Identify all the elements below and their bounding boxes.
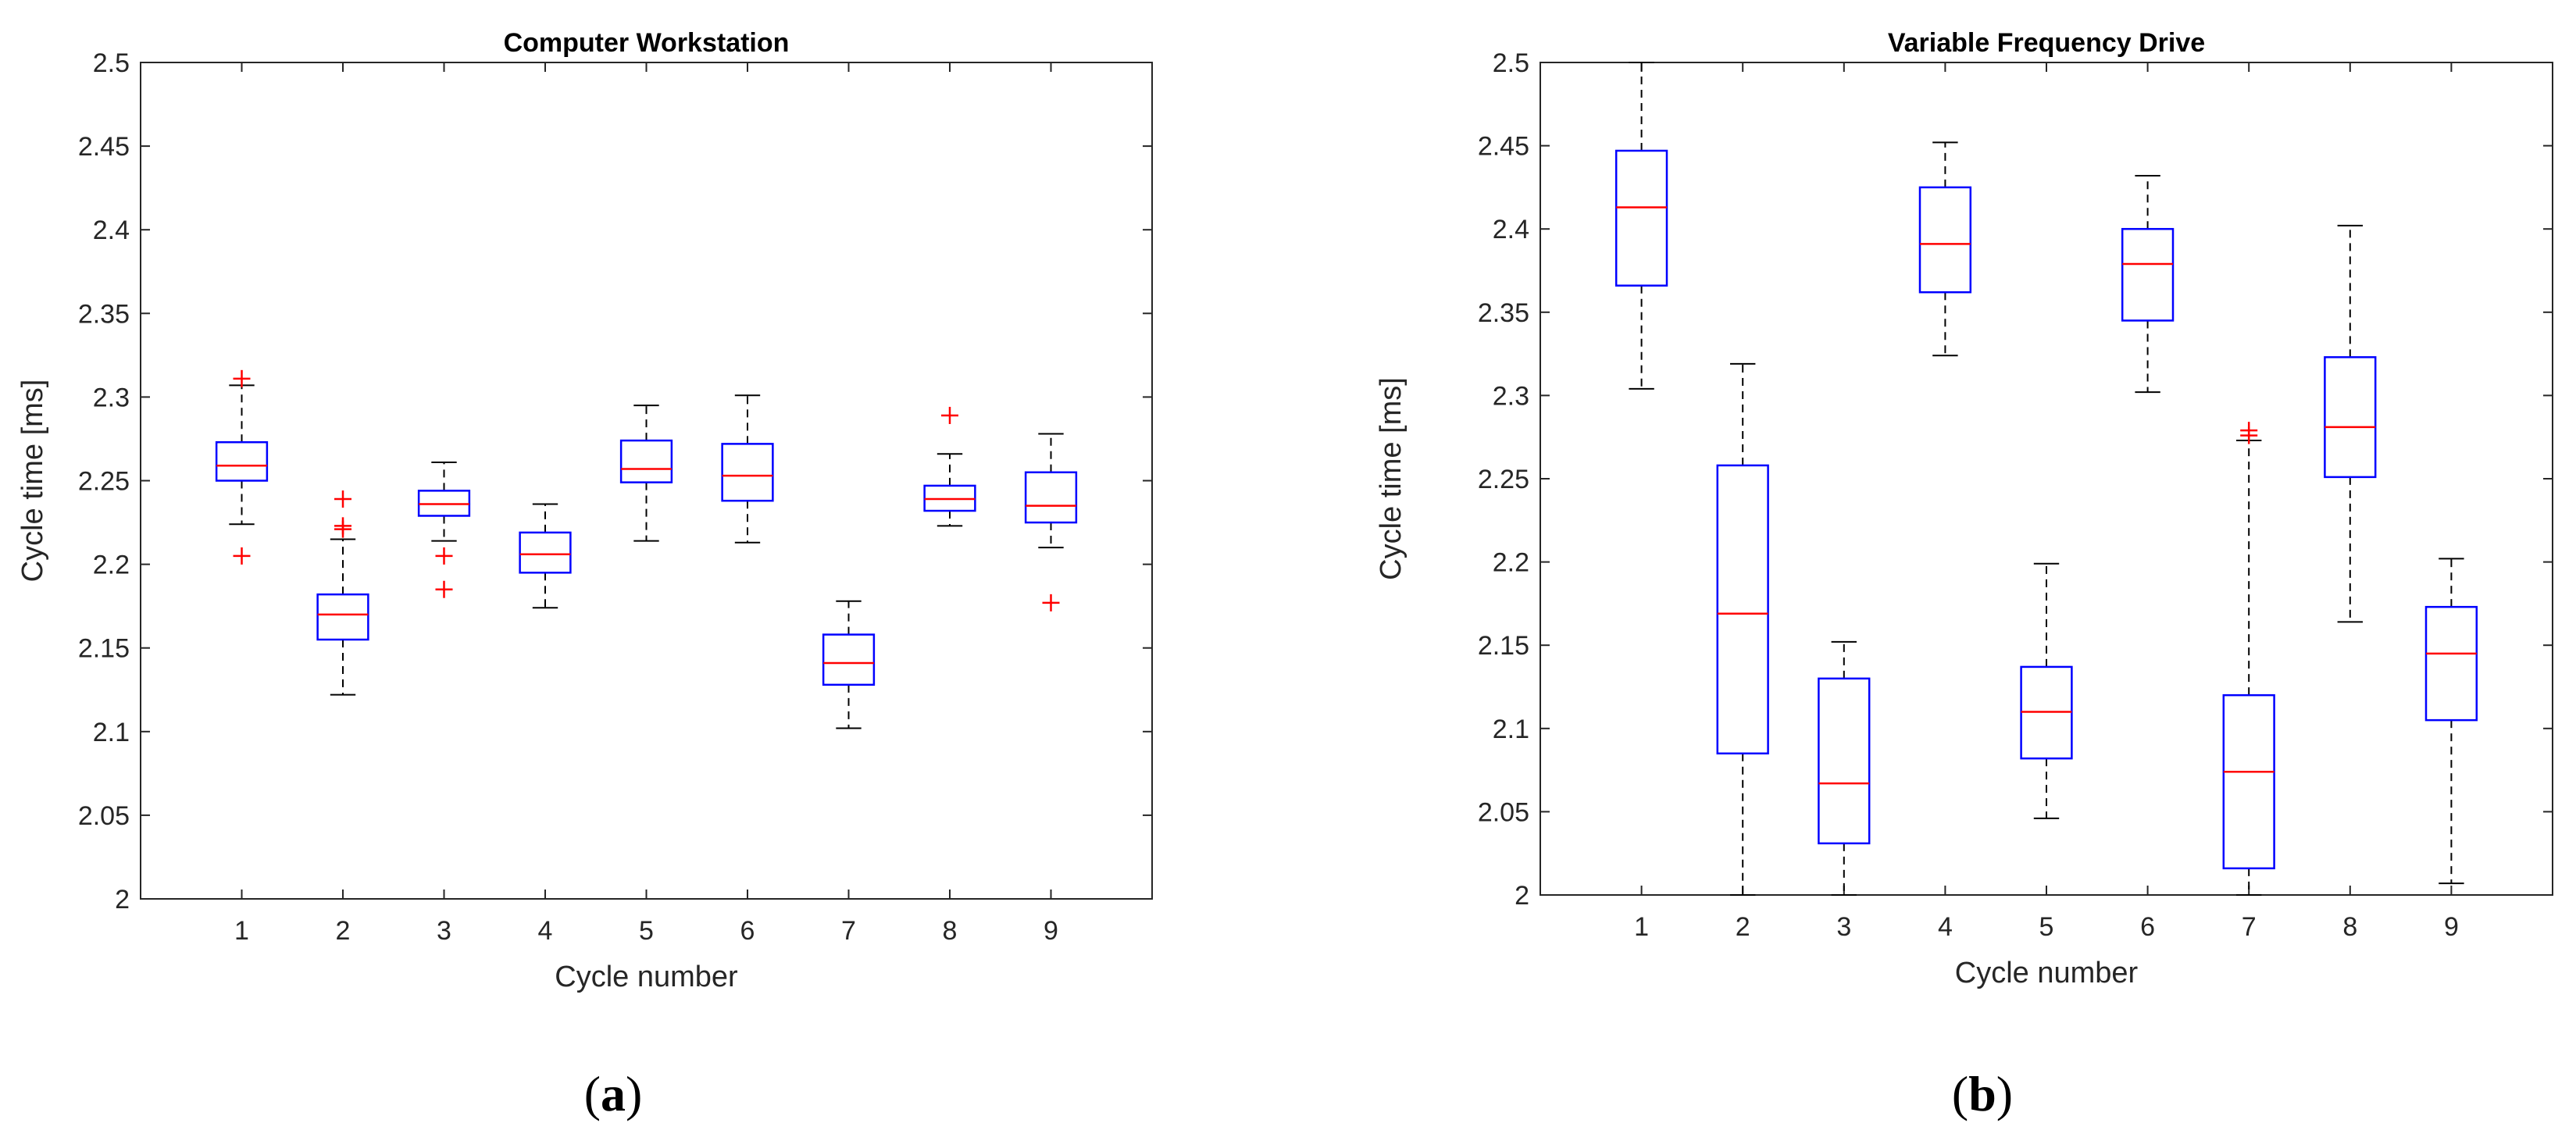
box-iqr bbox=[1918, 186, 1972, 294]
axes-frame bbox=[140, 62, 1153, 900]
box-cycle-9 bbox=[1024, 433, 1078, 611]
outlier-marker bbox=[233, 369, 251, 387]
box-iqr bbox=[2121, 227, 2175, 322]
outlier-marker bbox=[1042, 594, 1060, 611]
x-tick-label: 9 bbox=[1044, 916, 1058, 946]
box-iqr bbox=[215, 440, 269, 482]
y-tick-label: 2 bbox=[1515, 881, 1529, 911]
chart-title: Computer Workstation bbox=[504, 28, 790, 58]
x-tick-label: 6 bbox=[740, 916, 755, 946]
y-axis-label: Cycle time [ms] bbox=[16, 380, 49, 583]
x-tick-label: 2 bbox=[1736, 912, 1750, 942]
y-tick-label: 2.1 bbox=[93, 718, 130, 747]
chart-variable-frequency-drive: Variable Frequency Drive 2 2.05 2.1 2.15 2.2 2… bbox=[1375, 28, 2553, 1121]
box-iqr bbox=[519, 531, 572, 574]
box-iqr bbox=[619, 439, 673, 483]
x-tick-label: 4 bbox=[1938, 912, 1953, 942]
outlier-marker bbox=[435, 547, 453, 565]
chart-computer-workstation: Computer Workstation 2 2.05 2.1 2.15 2.2 2.25 2… bbox=[16, 28, 1153, 1121]
y-tick-label: 2.4 bbox=[1493, 215, 1529, 244]
chart-title: Variable Frequency Drive bbox=[1888, 28, 2205, 58]
x-tick-label: 3 bbox=[1836, 912, 1851, 942]
y-axis-label: Cycle time [ms] bbox=[1375, 377, 1408, 580]
x-tick-label: 7 bbox=[2242, 912, 2257, 942]
x-tick-label: 7 bbox=[841, 916, 856, 946]
y-tick-label: 2.3 bbox=[93, 383, 130, 412]
box-iqr bbox=[2424, 605, 2478, 722]
box-iqr bbox=[2222, 693, 2275, 870]
y-tick-label: 2.1 bbox=[1493, 715, 1529, 744]
outlier-marker bbox=[435, 580, 453, 598]
box-cycle-3 bbox=[417, 461, 471, 598]
y-tick-label: 2.2 bbox=[93, 551, 130, 580]
box-iqr bbox=[1024, 471, 1078, 524]
box-iqr bbox=[316, 593, 369, 641]
outlier-marker bbox=[334, 517, 351, 535]
x-axis-label: Cycle number bbox=[555, 961, 738, 993]
x-tick-label: 1 bbox=[1634, 912, 1649, 942]
y-tick-label: 2.5 bbox=[93, 48, 130, 78]
box-cycle-2 bbox=[316, 490, 369, 696]
box-cycle-8 bbox=[923, 406, 976, 527]
y-tick-label: 2.4 bbox=[93, 216, 130, 245]
y-tick-label: 2.3 bbox=[1493, 381, 1529, 411]
y-tick-label: 2.05 bbox=[1478, 797, 1529, 827]
outlier-marker bbox=[2240, 422, 2258, 440]
box-cycle-9 bbox=[2424, 558, 2478, 885]
box-iqr bbox=[822, 633, 876, 686]
x-tick-label: 8 bbox=[2342, 912, 2357, 942]
outlier-marker bbox=[334, 490, 351, 508]
y-tick-label: 2.25 bbox=[1478, 465, 1529, 494]
y-tick-label: 2.35 bbox=[1478, 298, 1529, 328]
x-tick-label: 1 bbox=[234, 916, 249, 946]
x-tick-label: 5 bbox=[2039, 912, 2054, 942]
box-cycle-4 bbox=[1918, 141, 1972, 357]
outlier-marker bbox=[233, 547, 251, 565]
outlier-marker bbox=[941, 406, 958, 424]
y-tick-label: 2.45 bbox=[78, 132, 130, 162]
box-cycle-3 bbox=[1818, 640, 1871, 896]
y-tick-label: 2.45 bbox=[1478, 132, 1529, 162]
box-iqr bbox=[2324, 356, 2377, 479]
x-tick-label: 3 bbox=[437, 916, 451, 946]
x-tick-label: 4 bbox=[538, 916, 553, 946]
subfigure-label: (b) bbox=[1952, 1066, 2013, 1121]
subfigure-letter: b bbox=[1968, 1066, 1996, 1121]
box-iqr bbox=[1818, 677, 1871, 845]
box-cycle-1 bbox=[215, 369, 269, 565]
x-tick-label: 5 bbox=[639, 916, 654, 946]
box-cycle-6 bbox=[2121, 174, 2175, 394]
box-cycle-1 bbox=[1614, 62, 1668, 390]
axes-frame bbox=[1540, 62, 2553, 896]
box-cycle-8 bbox=[2324, 224, 2377, 623]
y-tick-label: 2.25 bbox=[78, 467, 130, 497]
box-cycle-6 bbox=[721, 394, 774, 544]
box-cycle-2 bbox=[1716, 362, 1769, 896]
y-tick-label: 2.05 bbox=[78, 801, 130, 831]
box-cycle-7 bbox=[822, 600, 876, 729]
y-tick-label: 2.2 bbox=[1493, 548, 1529, 578]
y-tick-label: 2.15 bbox=[1478, 631, 1529, 661]
y-tick-label: 2.35 bbox=[78, 299, 130, 329]
y-tick-label: 2.15 bbox=[78, 634, 130, 664]
y-tick-label: 2.5 bbox=[1493, 48, 1529, 78]
subfigure-letter: a bbox=[601, 1066, 626, 1121]
box-cycle-4 bbox=[519, 503, 572, 609]
box-cycle-7 bbox=[2222, 422, 2275, 896]
x-tick-label: 2 bbox=[336, 916, 351, 946]
y-tick-label: 2 bbox=[115, 885, 130, 914]
x-axis-label: Cycle number bbox=[1955, 957, 2139, 989]
box-cycle-5 bbox=[2020, 562, 2073, 819]
x-tick-label: 6 bbox=[2140, 912, 2155, 942]
box-iqr bbox=[1716, 464, 1769, 755]
subfigure-label: (a) bbox=[584, 1066, 643, 1121]
box-cycle-5 bbox=[619, 405, 673, 542]
box-iqr bbox=[1614, 149, 1668, 287]
x-tick-label: 8 bbox=[943, 916, 958, 946]
x-tick-label: 9 bbox=[2444, 912, 2459, 942]
box-iqr bbox=[721, 443, 774, 502]
